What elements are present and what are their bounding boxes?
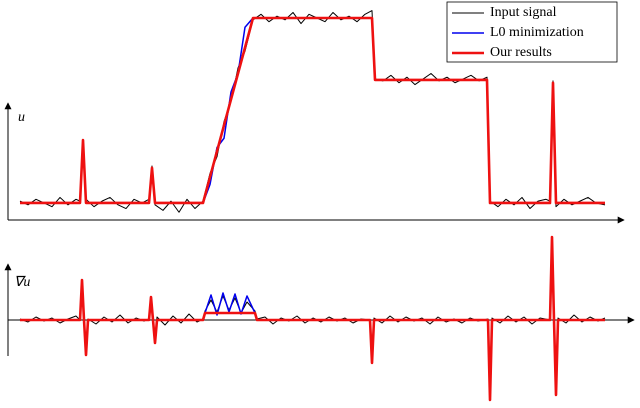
series-line [20,16,605,205]
legend-box [446,1,618,63]
series-line [20,235,605,402]
axes-bottom [4,263,635,356]
y-axis-label: u [18,110,25,125]
legend-label: L0 minimization [490,25,584,40]
legend: Input signal L0 minimization Our results [446,1,618,63]
axes-top [4,102,625,224]
y-axis-label: ∇u [14,275,30,290]
legend-label: Our results [490,45,552,60]
legend-label: Input signal [490,5,557,20]
plots [19,10,606,402]
